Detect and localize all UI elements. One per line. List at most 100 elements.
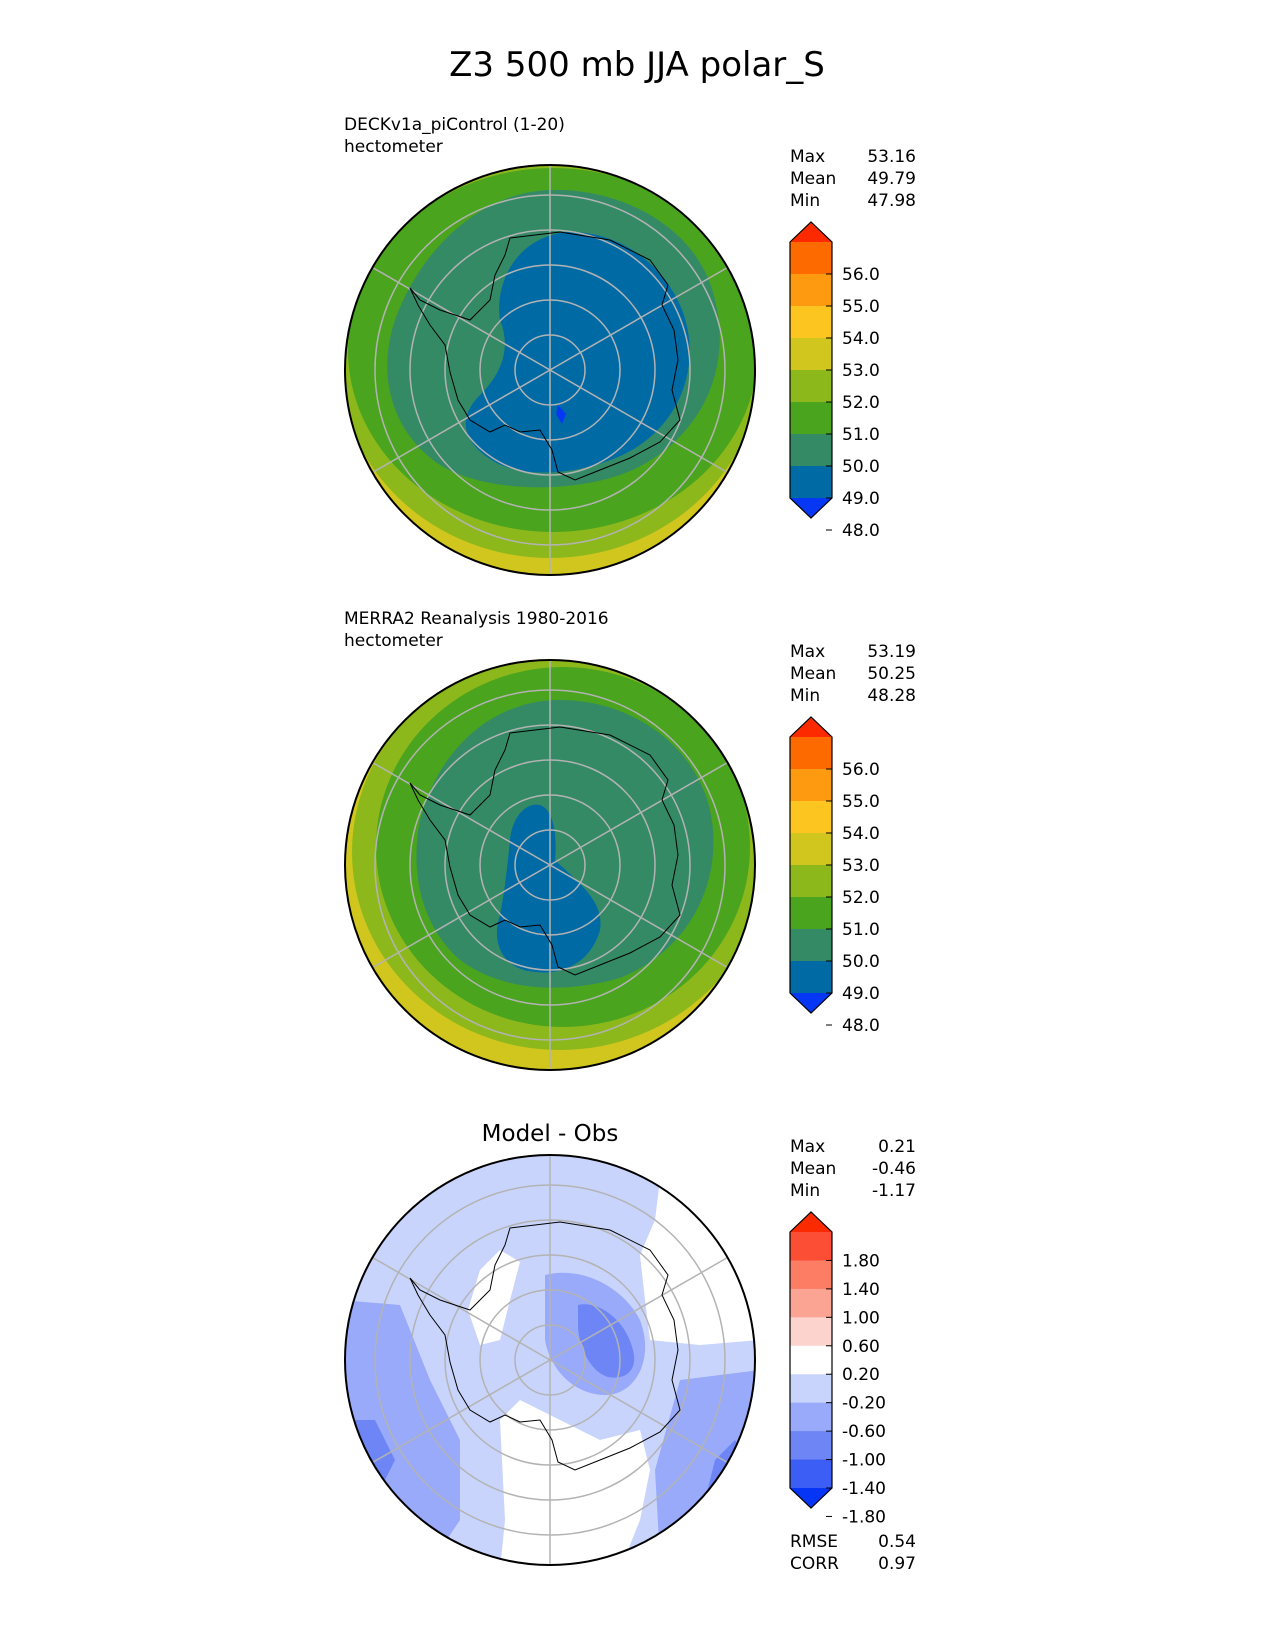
diff-stat-max-label: Max	[790, 1137, 825, 1157]
model-colorbar-cell-4	[790, 370, 832, 403]
diff-colorbar-tick-label-3: 0.60	[842, 1337, 880, 1357]
diff-graticule-meridian-4	[549, 1359, 733, 1466]
diff-colorbar-extend-bottom	[790, 1488, 832, 1508]
figure-title: Z3 500 mb JJA polar_S	[449, 45, 825, 85]
diff-graticule	[367, 1155, 733, 1565]
model-colorbar-cell-6	[790, 434, 832, 467]
model-colorbar-tick-label-6: 50.0	[842, 457, 880, 477]
diff-band-white-southeast	[640, 1180, 755, 1345]
diff-colorbar-cell-5	[790, 1374, 832, 1404]
diff-colorbar-cell-0	[790, 1232, 832, 1261]
obs-stat-min-value: 48.28	[867, 686, 916, 706]
model-stats: Max 53.16 Mean 49.79 Min 47.98	[790, 147, 916, 211]
obs-coastline	[409, 726, 681, 976]
obs-graticule-meridian-1	[367, 759, 551, 866]
panel-obs-name: MERRA2 Reanalysis 1980-2016	[344, 609, 609, 629]
diff-colorbar-tick-label-1: 1.40	[842, 1280, 880, 1300]
model-colorbar-tick-label-1: 55.0	[842, 297, 880, 317]
diff-colorbar-cell-8	[790, 1459, 832, 1489]
diff-graticule-meridian-2	[367, 1359, 551, 1466]
obs-graticule-meridian-5	[549, 759, 733, 866]
diff-graticule-meridian-5	[549, 1254, 733, 1361]
obs-colorbar: 56.0 55.0 54.0 53.0 52.0 51.0 50.0 49.0 48.0	[789, 716, 880, 1036]
diff-colorbar-tick-label-7: -1.00	[842, 1451, 886, 1471]
obs-colorbar-cell-0	[790, 737, 832, 770]
model-band-48	[556, 405, 566, 424]
obs-colorbar-tick-label-0: 56.0	[842, 760, 880, 780]
model-graticule-meridian-4	[549, 369, 733, 476]
obs-colorbar-cell-2	[790, 801, 832, 834]
diff-map-border	[344, 1154, 756, 1566]
diff-colorbar-cell-1	[790, 1260, 832, 1290]
obs-colorbar-tick-label-8: 48.0	[842, 1016, 880, 1036]
diff-colorbar-tick-label-4: 0.20	[842, 1365, 880, 1385]
panel-obs-units: hectometer	[344, 631, 443, 651]
diff-coastline	[409, 1221, 681, 1471]
model-colorbar-cell-7	[790, 466, 832, 499]
diff-colorbar: 1.80 1.40 1.00 0.60 0.20 -0.20 -0.60 -1.00 -1.40…	[789, 1211, 886, 1527]
diff-colorbar-cell-7	[790, 1431, 832, 1461]
obs-stats: Max 53.19 Mean 50.25 Min 48.28	[790, 642, 916, 706]
diff-colorbar-tick-label-0: 1.80	[842, 1251, 880, 1271]
obs-stat-max-label: Max	[790, 642, 825, 662]
diff-colorbar-extend-top	[790, 1212, 832, 1232]
diff-graticule-meridian-1	[367, 1254, 551, 1361]
panel-diff-title: Model - Obs	[482, 1121, 619, 1147]
model-graticule	[367, 165, 733, 575]
model-stat-mean-label: Mean	[790, 169, 836, 189]
model-stat-max-value: 53.16	[867, 147, 916, 167]
model-colorbar-cell-3	[790, 338, 832, 371]
diff-colorbar-cell-3	[790, 1317, 832, 1347]
diff-band-white-south	[500, 1400, 650, 1565]
diff-metric-rmse-value: 0.54	[878, 1532, 916, 1552]
obs-map-border	[344, 659, 756, 1071]
obs-colorbar-tick-label-4: 52.0	[842, 888, 880, 908]
model-colorbar-tick-label-5: 51.0	[842, 425, 880, 445]
obs-colorbar-cell-3	[790, 833, 832, 866]
model-colorbar-tick-label-4: 52.0	[842, 393, 880, 413]
diff-stats: Max 0.21 Mean -0.46 Min -1.17	[790, 1137, 916, 1201]
model-stat-max-label: Max	[790, 147, 825, 167]
obs-stat-mean-label: Mean	[790, 664, 836, 684]
obs-colorbar-cell-5	[790, 897, 832, 930]
diff-colorbar-cell-6	[790, 1402, 832, 1432]
model-graticule-meridian-2	[367, 369, 551, 476]
diff-stat-max-value: 0.21	[878, 1137, 916, 1157]
model-colorbar-cell-0	[790, 242, 832, 275]
panel-obs: MERRA2 Reanalysis 1980-2016 hectometer M…	[344, 609, 916, 1071]
panel-model: DECKv1a_piControl (1-20) hectometer Max …	[344, 115, 916, 576]
obs-colorbar-cell-4	[790, 865, 832, 898]
obs-colorbar-extend-bottom	[790, 993, 832, 1013]
obs-colorbar-cell-7	[790, 961, 832, 994]
diff-band-white-wedge	[468, 1250, 520, 1345]
panel-diff: Model - Obs Max 0.21 Mean -0.46 Min -1.1…	[344, 1121, 916, 1574]
model-colorbar-tick-label-0: 56.0	[842, 265, 880, 285]
diff-colorbar-tick-label-2: 1.00	[842, 1308, 880, 1328]
diff-stat-mean-label: Mean	[790, 1159, 836, 1179]
diff-stat-mean-value: -0.46	[872, 1159, 916, 1179]
model-stat-min-label: Min	[790, 191, 820, 211]
model-colorbar-cell-5	[790, 402, 832, 435]
model-stat-min-value: 47.98	[867, 191, 916, 211]
obs-colorbar-tick-label-3: 53.0	[842, 856, 880, 876]
obs-graticule	[367, 660, 733, 1070]
obs-colorbar-extend-top	[790, 717, 832, 737]
model-colorbar-cell-1	[790, 274, 832, 307]
diff-colorbar-cell-4	[790, 1345, 832, 1375]
model-band-49	[465, 231, 690, 473]
model-graticule-meridian-5	[549, 264, 733, 371]
obs-stat-max-value: 53.19	[867, 642, 916, 662]
obs-colorbar-cell-6	[790, 929, 832, 962]
diff-metric-rmse-label: RMSE	[790, 1532, 838, 1552]
model-colorbar-tick-label-7: 49.0	[842, 489, 880, 509]
obs-colorbar-cell-1	[790, 769, 832, 802]
model-stat-mean-value: 49.79	[867, 169, 916, 189]
obs-colorbar-tick-label-2: 54.0	[842, 824, 880, 844]
diff-colorbar-tick-label-6: -0.60	[842, 1422, 886, 1442]
obs-graticule-meridian-4	[549, 864, 733, 971]
diff-metric-corr-value: 0.97	[878, 1554, 916, 1574]
obs-colorbar-tick-label-5: 51.0	[842, 920, 880, 940]
model-colorbar: 56.0 55.0 54.0 53.0 52.0 51.0 50.0 49.0 48.0	[789, 221, 880, 541]
model-colorbar-extend-top	[790, 222, 832, 242]
